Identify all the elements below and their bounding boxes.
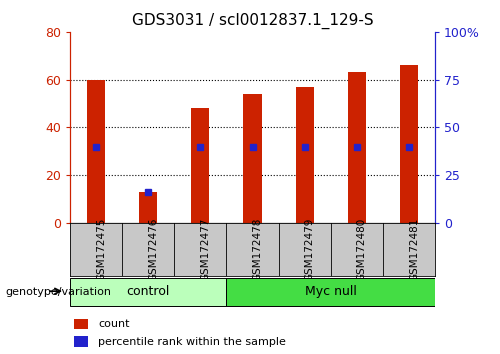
Bar (74, 319, 88, 329)
Bar (87, 80, 105, 223)
Text: genotype/variation: genotype/variation (5, 287, 111, 297)
Text: GSM172479: GSM172479 (304, 218, 314, 281)
Text: GSM172476: GSM172476 (148, 218, 158, 281)
Title: GDS3031 / scl0012837.1_129-S: GDS3031 / scl0012837.1_129-S (132, 13, 374, 29)
Text: count: count (98, 319, 130, 329)
Text: GSM172477: GSM172477 (200, 218, 210, 281)
Bar (226, 278, 435, 306)
Bar (400, 65, 418, 223)
Text: percentile rank within the sample: percentile rank within the sample (98, 337, 286, 347)
Text: GSM172480: GSM172480 (357, 218, 367, 281)
Bar (244, 94, 262, 223)
Bar (348, 73, 366, 223)
Bar (191, 108, 210, 223)
Text: GSM172475: GSM172475 (96, 218, 106, 281)
Text: control: control (126, 285, 170, 298)
Text: Myc null: Myc null (305, 285, 356, 298)
Bar (296, 87, 314, 223)
Bar (74, 336, 88, 347)
Text: GSM172478: GSM172478 (252, 218, 262, 281)
Text: GSM172481: GSM172481 (409, 218, 419, 281)
Bar (139, 192, 158, 223)
Bar (70, 278, 226, 306)
